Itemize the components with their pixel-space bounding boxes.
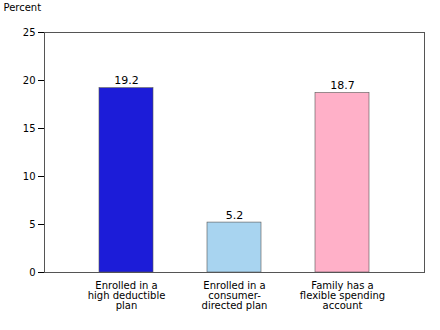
svg-text:18.7: 18.7 <box>330 79 355 92</box>
svg-text:0: 0 <box>29 267 35 278</box>
svg-text:20: 20 <box>23 75 36 86</box>
svg-text:Enrolled in aconsumer-directed: Enrolled in aconsumer-directed plan <box>202 280 268 311</box>
svg-text:Enrolled in ahigh deductiblepl: Enrolled in ahigh deductibleplan <box>88 280 166 311</box>
svg-text:10: 10 <box>23 171 36 182</box>
svg-text:Family has aflexible spendinga: Family has aflexible spendingaccount <box>300 280 385 311</box>
svg-text:Percent: Percent <box>4 2 42 13</box>
svg-text:15: 15 <box>23 123 36 134</box>
svg-text:5: 5 <box>29 219 35 230</box>
svg-text:19.2: 19.2 <box>114 74 139 87</box>
svg-text:25: 25 <box>23 27 36 38</box>
svg-text:5.2: 5.2 <box>226 209 244 222</box>
